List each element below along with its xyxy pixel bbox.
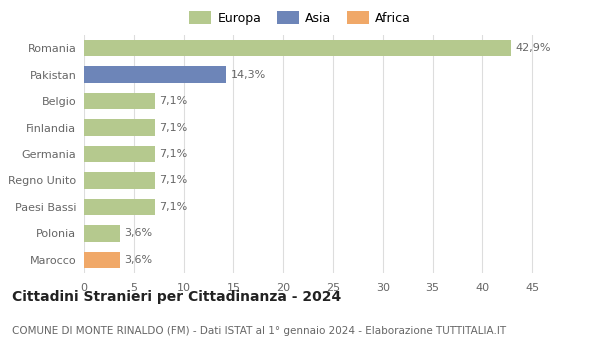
Text: 7,1%: 7,1% [158,96,187,106]
Bar [84,119,155,136]
Text: 3,6%: 3,6% [124,255,152,265]
Text: 7,1%: 7,1% [158,149,187,159]
Bar [84,66,226,83]
Bar [84,199,155,215]
Bar [84,225,120,242]
Bar [84,40,511,56]
Text: 3,6%: 3,6% [124,228,152,238]
Text: COMUNE DI MONTE RINALDO (FM) - Dati ISTAT al 1° gennaio 2024 - Elaborazione TUTT: COMUNE DI MONTE RINALDO (FM) - Dati ISTA… [12,326,506,336]
Bar [84,252,120,268]
Text: Cittadini Stranieri per Cittadinanza - 2024: Cittadini Stranieri per Cittadinanza - 2… [12,290,341,304]
Text: 42,9%: 42,9% [515,43,551,53]
Text: 7,1%: 7,1% [158,122,187,133]
Bar [84,172,155,189]
Bar [84,146,155,162]
Legend: Europa, Asia, Africa: Europa, Asia, Africa [184,6,416,30]
Text: 14,3%: 14,3% [230,70,266,80]
Bar [84,93,155,109]
Text: 7,1%: 7,1% [158,202,187,212]
Text: 7,1%: 7,1% [158,175,187,186]
